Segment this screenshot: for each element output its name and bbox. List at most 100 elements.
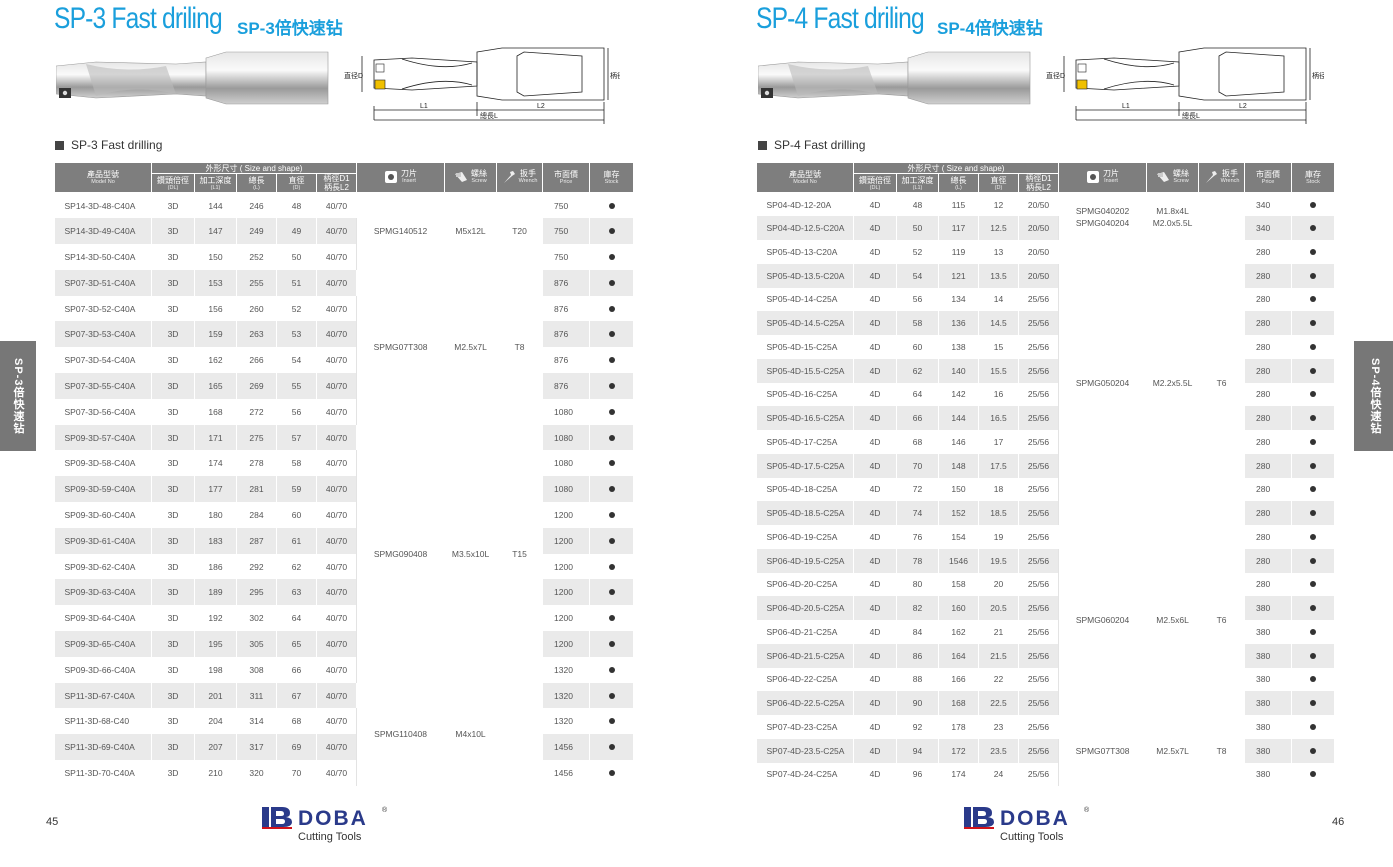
cell-price: 1200 (542, 502, 591, 528)
cell-stock (1291, 287, 1336, 312)
cell-price: 340 (1244, 192, 1293, 217)
cell-dia: 15 (978, 335, 1019, 359)
cell-model: SP05-4D-17-C25A (756, 430, 854, 454)
cell-shank: 40/70 (316, 244, 358, 270)
table-row: SP06-4D-20-C25A 4D 80 158 20 25/56 280 (756, 572, 1336, 597)
cell-price: 876 (542, 347, 591, 374)
cell-depth: 58 (896, 311, 939, 335)
cell-price: 876 (542, 295, 591, 322)
cell-shank: 25/56 (1018, 382, 1060, 407)
cell-price: 380 (1244, 667, 1293, 692)
cell-length: 305 (236, 631, 277, 657)
cell-depth: 74 (896, 501, 939, 525)
brand-tagline: Cutting Tools (1000, 831, 1064, 843)
cell-model: SP07-3D-54-C40A (54, 347, 152, 374)
cell-price: 1080 (542, 424, 591, 451)
cell-price: 280 (1244, 430, 1293, 454)
table-row: SP05-4D-13-C20A 4D 52 119 13 20/50 SPMG050204 M… (756, 240, 1336, 525)
cell-price: 750 (542, 244, 591, 270)
cell-screw: M2.5x6L (1146, 525, 1200, 715)
cell-length: 134 (938, 287, 979, 312)
header-length: 總長 (L) (236, 173, 277, 193)
cell-dc: 3D (151, 734, 195, 761)
drawing-diameter-label: 直径D (344, 71, 363, 80)
cell-stock (1291, 192, 1336, 217)
cell-wrench: T6 (1198, 525, 1246, 715)
header-screw-label: 螺絲 (1173, 169, 1190, 179)
header-screw: 螺絲 Screw (1146, 162, 1200, 193)
in-stock-dot-icon (608, 279, 615, 286)
cell-dc: 3D (151, 450, 195, 477)
table-row: SP07-4D-23-C25A 4D 92 178 23 25/56 SPMG07T308 M… (756, 715, 1336, 787)
table-row: SP06-4D-19.5-C25A 4D 78 1546 19.5 25/56 280 (756, 548, 1336, 573)
cell-stock (589, 760, 635, 786)
cell-depth: 147 (194, 218, 237, 245)
cell-stock (1291, 406, 1336, 430)
in-stock-dot-icon (608, 408, 615, 415)
cell-dc: 4D (853, 263, 897, 288)
cell-dc: 4D (853, 501, 897, 525)
cell-dc: 4D (853, 192, 897, 217)
cell-depth: 186 (194, 553, 237, 580)
cell-dia: 21.5 (978, 643, 1019, 668)
cell-dia: 13.5 (978, 263, 1019, 288)
in-stock-dot-icon (1310, 605, 1317, 612)
table-row: SP05-4D-18-C25A 4D 72 150 18 25/56 280 (756, 477, 1336, 502)
cell-depth: 207 (194, 734, 237, 761)
cell-dc: 4D (853, 382, 897, 407)
cell-depth: 78 (896, 548, 939, 573)
cell-length: 249 (236, 218, 277, 245)
cell-shank: 25/56 (1018, 620, 1060, 644)
header-wrench-wrap: 扳手 Wrench (1204, 169, 1239, 184)
cell-price: 280 (1244, 477, 1293, 502)
header-stock-label: 庫存 (603, 170, 620, 179)
cell-price: 280 (1244, 287, 1293, 312)
cell-wrench: T15 (496, 424, 544, 683)
table-row: SP14-3D-48-C40A 3D 144 246 48 40/70 SPMG140512… (54, 192, 635, 270)
cell-dia: 14 (978, 287, 1019, 312)
cell-length: 302 (236, 605, 277, 632)
in-stock-dot-icon (608, 718, 615, 725)
cell-price: 1320 (542, 708, 591, 735)
cell-dia: 21 (978, 620, 1019, 644)
cell-length: 260 (236, 295, 277, 322)
cell-dc: 4D (853, 240, 897, 264)
cell-model: SP05-4D-16-C25A (756, 382, 854, 407)
cell-depth: 72 (896, 477, 939, 502)
cell-length: 146 (938, 430, 979, 454)
in-stock-dot-icon (608, 253, 615, 260)
cell-price: 280 (1244, 240, 1293, 264)
cell-model: SP07-3D-56-C40A (54, 398, 152, 425)
header-dia: 直徑 (D) (276, 173, 317, 193)
header-price-en: Price (1261, 179, 1275, 185)
in-stock-dot-icon (608, 537, 615, 544)
header-insert-wrap: 刀片 Insert (384, 169, 417, 184)
in-stock-dot-icon (1310, 272, 1317, 279)
header-shank-label: 柄徑D1 柄長L2 (323, 174, 350, 192)
cell-depth: 56 (896, 287, 939, 312)
cell-screw: M1.8x4L M2.0x5.5L (1146, 192, 1200, 240)
cell-insert: SPMG090408 (356, 424, 446, 683)
cell-depth: 159 (194, 321, 237, 348)
cell-wrench: T20 (496, 192, 544, 270)
cell-shank: 40/70 (316, 218, 358, 245)
cell-screw: M3.5x10L (444, 424, 498, 683)
table-row: SP11-3D-70-C40A 3D 210 320 70 40/70 1456 (54, 760, 635, 786)
cell-model: SP09-3D-60-C40A (54, 502, 152, 528)
cell-dc: 4D (853, 453, 897, 478)
cell-insert: SPMG110408 (356, 682, 446, 786)
cell-depth: 80 (896, 572, 939, 597)
cell-screw: M2.5x7L (1146, 715, 1200, 787)
cell-stock (1291, 430, 1336, 454)
right-brand-logo: DOBA ® Cutting Tools (964, 801, 1094, 851)
in-stock-dot-icon (608, 744, 615, 751)
header-length-label: 總長 (950, 175, 967, 185)
cell-shank: 40/70 (316, 605, 358, 632)
cell-shank: 25/56 (1018, 572, 1060, 597)
cell-dia: 19.5 (978, 548, 1019, 573)
header-length-en: (L) (955, 184, 962, 191)
cell-insert: SPMG060204 (1058, 525, 1148, 715)
cell-model: SP04-4D-12-20A (756, 192, 854, 217)
header-model: 產品型號 Model No (756, 162, 854, 193)
cell-screw: M2.5x7L (444, 269, 498, 425)
